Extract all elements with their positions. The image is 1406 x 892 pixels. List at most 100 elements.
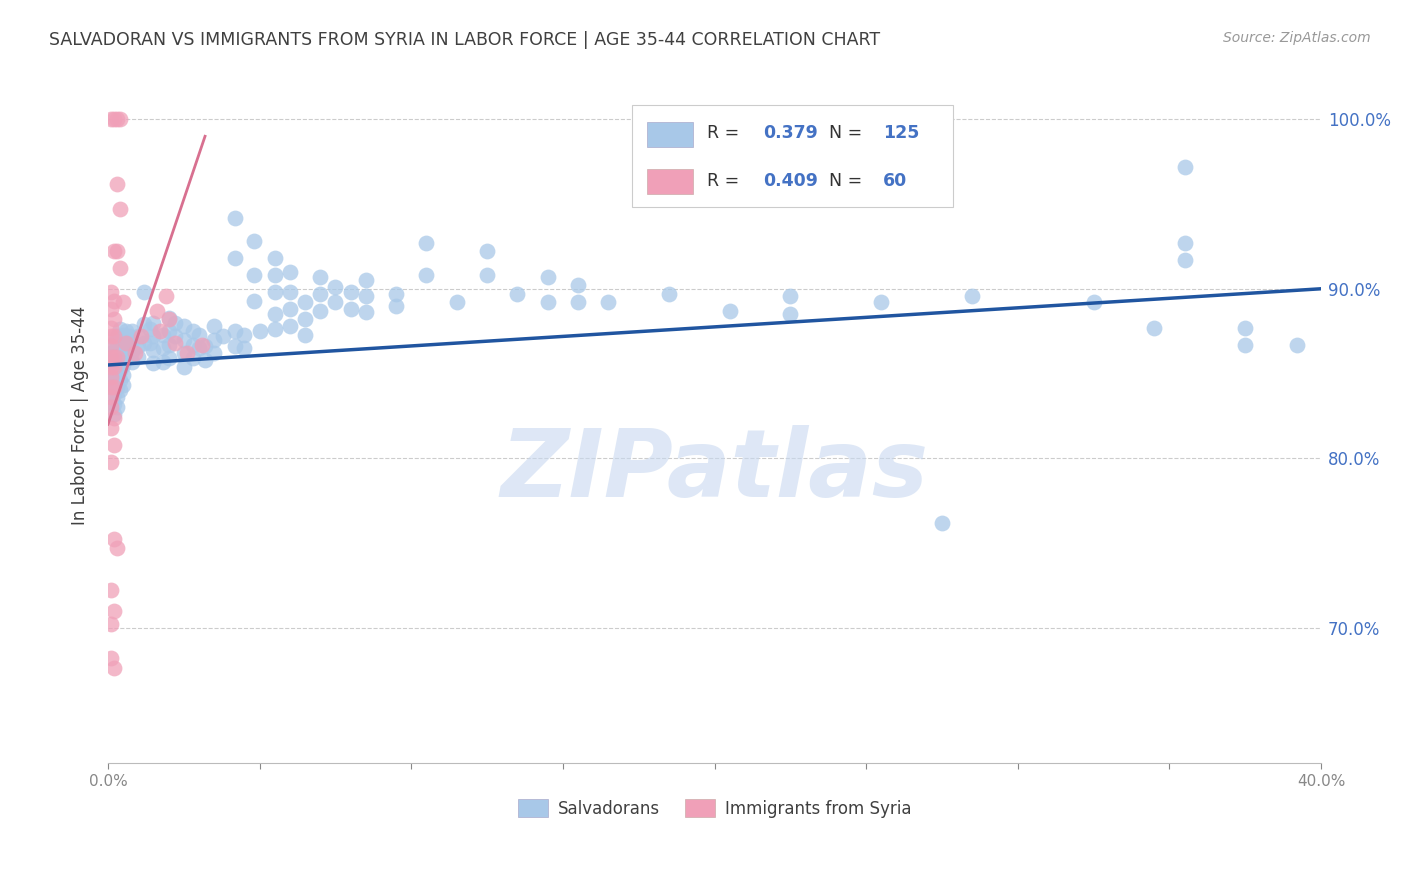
Point xyxy=(103,346,125,360)
Point xyxy=(108,384,131,398)
Point xyxy=(105,244,128,259)
Point xyxy=(152,327,174,342)
Point xyxy=(112,348,135,362)
Point xyxy=(152,354,174,368)
Point xyxy=(103,407,125,421)
Point xyxy=(103,604,125,618)
Point xyxy=(112,327,135,342)
Point xyxy=(103,410,125,425)
Point xyxy=(1285,337,1308,351)
Point xyxy=(188,327,211,342)
Point xyxy=(173,359,195,374)
Point xyxy=(278,302,301,317)
Point xyxy=(242,235,264,249)
Point xyxy=(100,320,122,334)
Point xyxy=(157,310,180,325)
Point xyxy=(475,268,498,283)
Point xyxy=(224,211,246,225)
Point xyxy=(100,358,122,372)
Point xyxy=(105,401,128,415)
Point xyxy=(131,329,153,343)
Point xyxy=(249,324,271,338)
Point xyxy=(173,319,195,334)
Text: 0.409: 0.409 xyxy=(763,172,818,190)
Point xyxy=(176,346,198,360)
Point xyxy=(112,295,135,310)
Point xyxy=(115,344,138,359)
Point xyxy=(194,352,217,367)
Point xyxy=(263,268,285,283)
Point xyxy=(294,295,316,310)
Text: R =: R = xyxy=(707,124,745,143)
Point xyxy=(870,295,893,310)
Point xyxy=(134,285,156,300)
Point xyxy=(103,356,125,370)
Point xyxy=(105,380,128,394)
Point xyxy=(173,346,195,360)
Point xyxy=(202,319,225,334)
Point xyxy=(108,343,131,357)
Point xyxy=(294,312,316,326)
Point xyxy=(121,354,143,368)
Point xyxy=(233,327,256,342)
Point xyxy=(127,329,149,343)
Point xyxy=(134,336,156,351)
Point xyxy=(309,286,332,301)
Point xyxy=(242,293,264,308)
Point xyxy=(163,329,186,343)
Point xyxy=(598,295,620,310)
Point xyxy=(108,322,131,336)
Point xyxy=(112,337,135,351)
Point xyxy=(124,346,146,360)
Point xyxy=(108,352,131,367)
Text: 125: 125 xyxy=(883,124,920,143)
Point xyxy=(242,268,264,283)
Point xyxy=(415,268,437,283)
Point xyxy=(105,177,128,191)
Point xyxy=(142,343,165,357)
Text: SALVADORAN VS IMMIGRANTS FROM SYRIA IN LABOR FORCE | AGE 35-44 CORRELATION CHART: SALVADORAN VS IMMIGRANTS FROM SYRIA IN L… xyxy=(49,31,880,49)
Point xyxy=(962,288,984,302)
Point xyxy=(339,285,361,300)
Point xyxy=(163,336,186,351)
Point xyxy=(339,302,361,317)
Point xyxy=(157,324,180,338)
Point xyxy=(181,351,204,366)
Point xyxy=(100,390,122,404)
Point xyxy=(157,312,180,326)
Point xyxy=(112,358,135,372)
Point xyxy=(100,285,122,300)
Point xyxy=(931,516,953,530)
Text: R =: R = xyxy=(707,172,745,190)
Point xyxy=(108,363,131,377)
Point xyxy=(115,334,138,349)
Point xyxy=(100,112,122,127)
Point xyxy=(202,333,225,347)
Point xyxy=(181,337,204,351)
Point xyxy=(100,329,122,343)
Point xyxy=(118,339,141,353)
Point xyxy=(506,286,529,301)
Point xyxy=(354,305,377,319)
Point xyxy=(103,244,125,259)
Point xyxy=(309,303,332,318)
Point xyxy=(142,329,165,343)
Point xyxy=(145,303,167,318)
Point xyxy=(103,397,125,411)
Point xyxy=(1234,320,1257,334)
Text: Source: ZipAtlas.com: Source: ZipAtlas.com xyxy=(1223,31,1371,45)
Point xyxy=(1234,337,1257,351)
Point xyxy=(103,376,125,391)
Point xyxy=(294,327,316,342)
Point xyxy=(103,533,125,547)
Point xyxy=(127,339,149,353)
Point xyxy=(233,341,256,355)
Point xyxy=(263,322,285,336)
Point xyxy=(105,390,128,404)
Point xyxy=(100,380,122,394)
Point xyxy=(105,339,128,353)
Point xyxy=(100,302,122,317)
Point xyxy=(567,295,589,310)
Point xyxy=(118,329,141,343)
Point xyxy=(103,367,125,381)
